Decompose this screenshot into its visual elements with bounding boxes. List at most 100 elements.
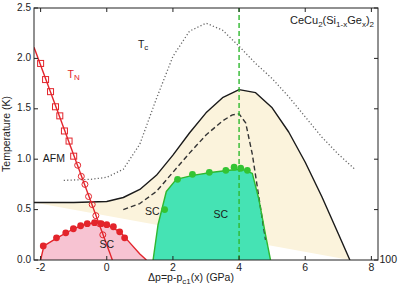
text-part: (x) (GPa) [191, 271, 234, 283]
annotation: Tc [138, 38, 148, 52]
text-part: (Si [323, 14, 336, 26]
subscript: 2 [370, 20, 375, 29]
x-tick [172, 256, 173, 260]
point [222, 167, 229, 174]
y-tick-label: 1.5 [17, 102, 31, 113]
point [110, 223, 117, 230]
point [62, 229, 69, 236]
line [34, 47, 112, 260]
line [64, 23, 355, 180]
text-part: Ge [347, 14, 362, 26]
x-tick [239, 256, 240, 260]
chart: -2 0 2 4 6 8 0.0 0.5 1.0 1.5 2.0 2.5 Δp=p-pc1(x) (GP… [0, 0, 400, 284]
point [38, 60, 44, 66]
point [40, 242, 47, 249]
point [231, 164, 238, 171]
subscript: 1-x [336, 20, 347, 29]
point [237, 165, 244, 172]
y-tick [374, 209, 378, 210]
point [61, 128, 67, 134]
x-axis-label: Δp=p-pc1(x) (GPa) [148, 271, 234, 284]
y-tick-label: 2.0 [17, 52, 31, 63]
y-tick [34, 209, 38, 210]
point [82, 181, 88, 187]
y-tick [374, 108, 378, 109]
y-axis-label: Temperature (K) [0, 96, 12, 172]
point [89, 202, 95, 208]
text-part: AFM [43, 152, 65, 164]
point [84, 220, 91, 227]
point [66, 138, 72, 144]
point [174, 176, 181, 183]
point [43, 77, 49, 83]
point [77, 222, 84, 229]
point [48, 89, 54, 95]
subscript: N [74, 73, 80, 82]
plot-marks [34, 8, 355, 260]
y-tick [374, 159, 378, 160]
y-tick-label: 2.5 [17, 2, 31, 13]
line [153, 169, 270, 260]
y-tick-label: 1.0 [17, 153, 31, 164]
point [206, 169, 213, 176]
text-part: 100 [379, 253, 397, 265]
point [116, 228, 123, 235]
point [93, 213, 99, 219]
x-tick [371, 8, 372, 12]
x-tick-label: 0 [104, 261, 110, 273]
text-part: CeCu [290, 14, 318, 26]
point [71, 153, 77, 159]
area [41, 223, 147, 260]
annotation: AFM [43, 152, 65, 164]
frame [34, 8, 378, 260]
y-tick [34, 58, 38, 59]
x-tick [371, 256, 372, 260]
x-tick-label: 8 [368, 261, 374, 273]
annotation: SC [214, 207, 229, 219]
x-tick [40, 256, 41, 260]
point [161, 206, 168, 213]
x-tick [106, 256, 107, 260]
line [238, 8, 239, 260]
point [53, 104, 59, 110]
point [91, 219, 98, 226]
y-tick-label: 0.0 [17, 254, 31, 265]
plot-background [34, 8, 378, 260]
text-part: SC [214, 207, 229, 219]
area [153, 169, 270, 260]
y-tick [34, 8, 38, 9]
y-tick [34, 159, 38, 160]
point [75, 162, 81, 168]
point [103, 221, 110, 228]
line [123, 114, 265, 240]
annotation: 100 [379, 253, 397, 265]
y-tick [34, 108, 38, 109]
point [57, 113, 63, 119]
annotation: SC [145, 204, 160, 216]
x-tick-label: 6 [302, 261, 308, 273]
annotation: SC [99, 238, 114, 250]
y-tick [374, 58, 378, 59]
point [244, 167, 251, 174]
x-tick [305, 256, 306, 260]
x-tick-label: 4 [236, 261, 242, 273]
point [86, 193, 92, 199]
y-tick [374, 8, 378, 9]
x-tick-label: -2 [36, 261, 45, 273]
y-tick-label: 0.5 [17, 203, 31, 214]
text-part: Δp=p-p [148, 271, 182, 283]
point [78, 173, 84, 179]
point [189, 171, 196, 178]
annotation: TN [68, 67, 80, 81]
line [41, 223, 147, 260]
x-tick [40, 8, 41, 12]
point [70, 225, 77, 232]
y-tick [374, 260, 378, 261]
x-tick [305, 8, 306, 12]
x-tick [239, 8, 240, 12]
point [121, 234, 128, 241]
subscript: c [144, 43, 148, 52]
text-part: SC [99, 238, 114, 250]
x-tick [106, 8, 107, 12]
text-part: SC [145, 204, 160, 216]
